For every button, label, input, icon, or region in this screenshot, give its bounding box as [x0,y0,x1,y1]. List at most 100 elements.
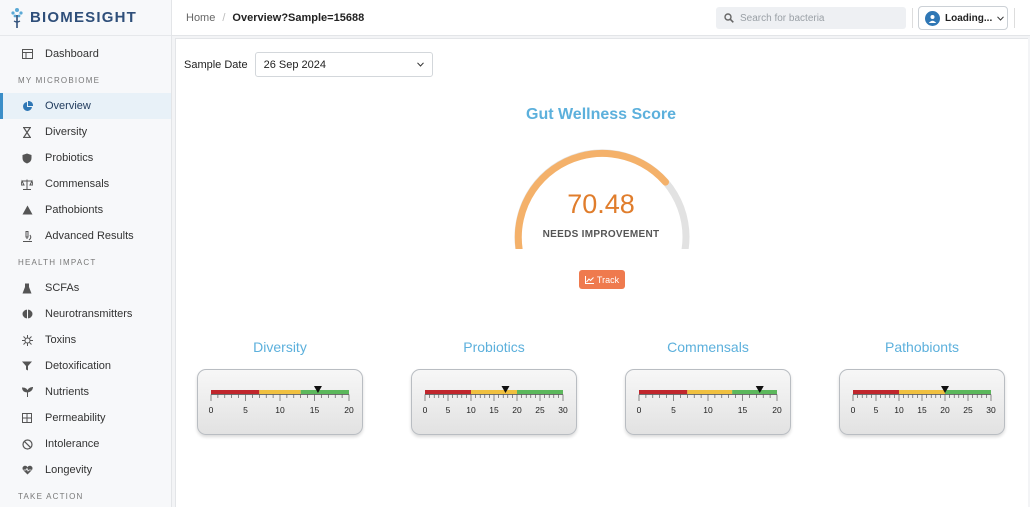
scale-icon [20,177,34,191]
metric-diversity: Diversity 0 5 10 15 20 [197,339,363,435]
sidebar-item-label: Toxins [45,334,77,346]
meter-tick-label: 15 [310,405,320,415]
meter-tick-label: 5 [671,405,676,415]
sidebar-item-commensals[interactable]: Commensals [0,171,171,197]
meter-scale: 0 5 10 15 20 25 30 [423,386,568,415]
sidebar-item-dashboard[interactable]: Dashboard [0,41,171,67]
heart-pulse-icon [20,463,34,477]
meter-scale: 0 5 10 15 20 [637,386,782,415]
warning-icon [20,203,34,217]
top-header: Home / Overview?Sample=15688 Search for … [172,0,1030,36]
search-icon [724,13,734,23]
sidebar-item-toxins[interactable]: Toxins [0,327,171,353]
section-heading-microbiome: MY MICROBIOME [18,75,101,85]
sidebar-item-label: SCFAs [45,282,80,294]
meter-tick-label: 20 [344,405,354,415]
meter-pointer [941,386,949,393]
sidebar-item-label: Permeability [45,412,106,424]
brand[interactable]: BIOMESIGHT [0,0,171,36]
meter-tick-label: 20 [940,405,950,415]
sidebar-item-label: Intolerance [45,438,100,450]
sidebar-item-diversity[interactable]: Diversity [0,119,171,145]
sidebar-item-label: Advanced Results [45,230,134,242]
meter-tick-label: 10 [894,405,904,415]
breadcrumb-current: Overview?Sample=15688 [232,11,365,24]
shield-icon [20,151,34,165]
meter-pointer [755,386,764,393]
sample-date-value: 26 Sep 2024 [263,58,326,71]
search-placeholder: Search for bacteria [740,12,825,24]
section-heading-health: HEALTH IMPACT [18,257,97,267]
meter-tick-label: 25 [963,405,973,415]
track-label: Track [596,274,620,285]
sidebar-item-probiotics[interactable]: Probiotics [0,145,171,171]
sidebar-item-scfas[interactable]: SCFAs [0,275,171,301]
meter-tick-label: 30 [986,405,996,415]
sample-date-select[interactable]: 26 Sep 2024 [254,52,433,77]
chevron-down-icon [997,15,1005,21]
meter-tick-label: 20 [512,405,522,415]
sidebar-item-permeability[interactable]: Permeability [0,405,171,431]
sidebar-item-advanced-results[interactable]: Advanced Results [0,223,171,249]
sidebar-item-detoxification[interactable]: Detoxification [0,353,171,379]
virus-icon [20,333,34,347]
meter-tick-label: 25 [535,405,545,415]
header-divider [1014,8,1015,28]
meter-tick-label: 0 [637,405,642,415]
sidebar-item-label: Longevity [45,464,93,476]
gauge-fill [514,149,669,249]
sidebar-item-label: Commensals [45,178,110,190]
user-menu-label: Loading... [945,12,993,24]
meter-band-mid [259,390,301,394]
sprout-icon [20,385,34,399]
meter-tick-label: 15 [917,405,927,415]
sidebar-item-label: Diversity [45,126,88,138]
meter-tick-label: 30 [558,405,568,415]
meter-tick-label: 15 [738,405,748,415]
sidebar-item-label: Nutrients [45,386,90,398]
sidebar-item-pathobionts[interactable]: Pathobionts [0,197,171,223]
sidebar-item-label: Detoxification [45,360,112,372]
score-gauge [514,149,690,249]
meter-band-bad [639,390,688,394]
meter-band-good [945,390,991,394]
meter-tick-label: 0 [851,405,856,415]
meter-band-good [732,390,777,394]
sidebar-item-label: Overview [45,100,91,112]
metric-title: Probiotics [463,339,525,355]
filter-icon [20,359,34,373]
metric-title: Commensals [667,339,749,355]
sidebar-item-overview[interactable]: Overview [0,93,171,119]
breadcrumb: Home / Overview?Sample=15688 [186,12,364,24]
meter-band-bad [211,390,260,394]
metric-meter: 0 5 10 15 20 [625,369,791,435]
metric-commensals: Commensals 0 5 10 15 20 [625,339,791,435]
meter-tick-label: 10 [466,405,476,415]
user-menu-button[interactable]: Loading... [918,6,1008,30]
track-button[interactable]: Track [579,270,625,289]
header-divider [912,8,913,28]
sidebar-item-intolerance[interactable]: Intolerance [0,431,171,457]
metric-title: Diversity [253,339,307,355]
meter-band-mid [471,390,517,394]
sidebar-item-longevity[interactable]: Longevity [0,457,171,483]
metric-title: Pathobionts [885,339,959,355]
score-status: NEEDS IMPROVEMENT [542,229,660,240]
score-value: 70.48 [567,189,635,219]
sidebar-item-neurotransmitters[interactable]: Neurotransmitters [0,301,171,327]
metric-meter: 0 5 10 15 20 [197,369,363,435]
meter-tick-label: 10 [703,405,713,415]
sidebar-item-nutrients[interactable]: Nutrients [0,379,171,405]
sidebar-item-label: Neurotransmitters [45,308,133,320]
grid-icon [20,411,34,425]
meter-tick-label: 20 [772,405,782,415]
meter-tick-label: 5 [243,405,248,415]
breadcrumb-home[interactable]: Home [186,11,216,24]
meter-tick-label: 0 [423,405,428,415]
sidebar: BIOMESIGHT Dashboard MY MICROBIOME Overv… [0,0,172,507]
search-input[interactable]: Search for bacteria [716,7,906,29]
meter-band-bad [853,390,899,394]
sidebar-item-label: Dashboard [45,48,99,60]
pie-chart-icon [20,99,34,113]
metric-probiotics: Probiotics 0 5 10 15 20 25 30 [411,339,577,435]
